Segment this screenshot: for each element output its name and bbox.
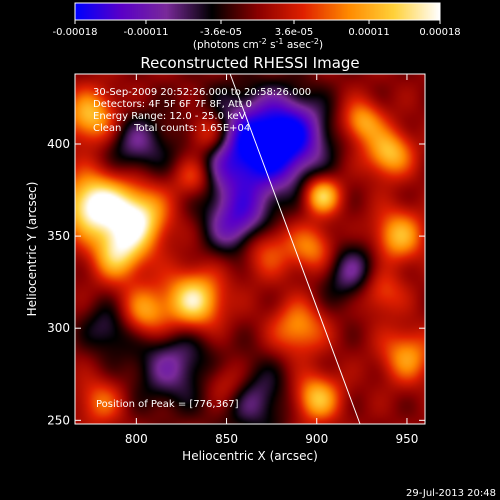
footer-date: 29-Jul-2013 20:48 (406, 488, 496, 499)
colorbar-tick-label: -0.00011 (123, 27, 168, 38)
y-tick-label: 400 (47, 137, 70, 151)
colorbar-tick-label: 3.6e-05 (275, 27, 313, 38)
annotation-clean: Clean Total counts: 1.65E+04 (93, 123, 250, 134)
colorbar-unit-label: (photons cm-2 s-1 asec-2) (193, 37, 323, 51)
y-tick-label: 300 (47, 321, 70, 335)
x-tick-label: 950 (396, 432, 419, 446)
x-tick-label: 900 (305, 432, 328, 446)
colorbar-gradient (75, 3, 440, 20)
x-tick-label: 850 (215, 432, 238, 446)
peak-position-label: Position of Peak = [776,367] (96, 399, 239, 410)
y-tick-label: 350 (47, 229, 70, 243)
heatmap-image (75, 74, 425, 424)
axis-ticks: 800 850 900 950 250 300 350 400 (47, 74, 425, 446)
chart-title: Reconstructed RHESSI Image (140, 54, 359, 72)
annotation-detectors: Detectors: 4F 5F 6F 7F 8F, Att 0 (93, 99, 252, 110)
y-axis-label: Heliocentric Y (arcsec) (25, 182, 39, 317)
y-tick-label: 250 (47, 413, 70, 427)
colorbar-ticks: -0.00018 -0.00011 -3.6e-05 3.6e-05 0.00011 0.… (53, 20, 461, 38)
solar-limb-line (229, 73, 361, 425)
annotation-time: 30-Sep-2009 20:52:26.000 to 20:58:26.000 (93, 87, 311, 98)
colorbar-frame (74, 2, 441, 21)
x-tick-label: 800 (125, 432, 148, 446)
colorbar-tick-label: -0.00018 (53, 27, 98, 38)
colorbar-tick-label: -3.6e-05 (200, 27, 242, 38)
plot-frame (74, 73, 426, 425)
colorbar-tick-label: 0.00018 (419, 27, 460, 38)
x-axis-label: Heliocentric X (arcsec) (182, 449, 318, 463)
annotation-energy: Energy Range: 12.0 - 25.0 keV (93, 111, 246, 122)
colorbar-tick-label: 0.00011 (348, 27, 389, 38)
